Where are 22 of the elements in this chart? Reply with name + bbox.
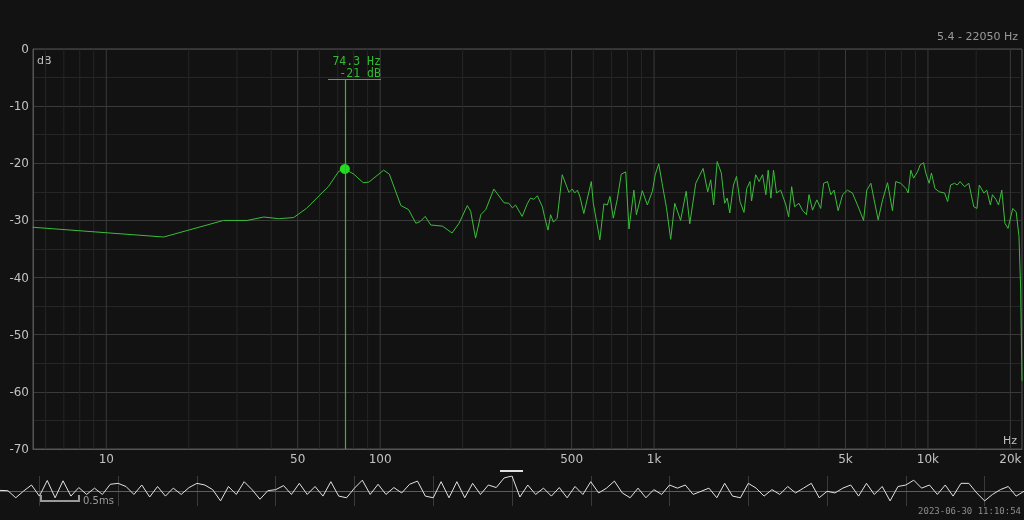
y-tick-label: -30 bbox=[9, 213, 29, 228]
y-tick-label: -40 bbox=[9, 270, 29, 285]
x-tick-label: 500 bbox=[560, 452, 584, 466]
y-tick-label: -60 bbox=[9, 384, 29, 399]
x-tick-label: 1k bbox=[646, 452, 662, 466]
x-tick-label: 100 bbox=[368, 452, 392, 466]
y-tick-label: -50 bbox=[9, 327, 29, 342]
y-tick-label: 0 bbox=[21, 42, 29, 56]
text: 2023-06-30 11:10:54 bbox=[918, 505, 1021, 516]
x-tick-label: 10k bbox=[916, 452, 940, 466]
x-tick-label: 50 bbox=[290, 452, 306, 466]
y-tick-label: -20 bbox=[9, 156, 29, 171]
annotation: 0.5ms bbox=[83, 494, 114, 506]
x-axis-title: Hz bbox=[1002, 434, 1018, 447]
ref-line-label: 74.3 Hz -21 dB bbox=[328, 54, 381, 80]
chart-subtitle: 5.4 - 22050 Hz bbox=[937, 30, 1019, 43]
x-tick-label: 20k bbox=[999, 452, 1022, 466]
y-tick-label: -10 bbox=[9, 99, 29, 114]
x-tick-label: 5k bbox=[838, 452, 853, 466]
y-tick-label: -70 bbox=[9, 442, 29, 456]
y-axis-title: dB bbox=[37, 54, 52, 67]
x-tick-label: 10 bbox=[98, 452, 114, 466]
